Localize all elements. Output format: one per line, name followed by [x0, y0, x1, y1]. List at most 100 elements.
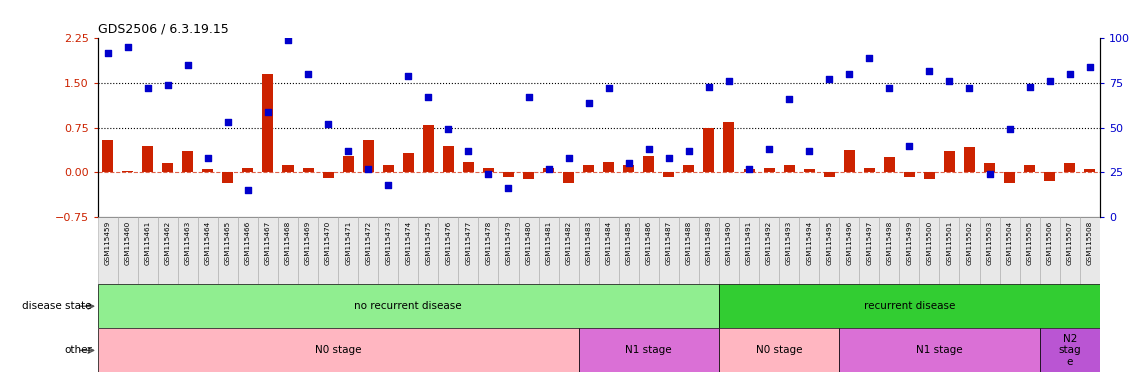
- Text: GSM115504: GSM115504: [1007, 220, 1013, 265]
- Text: GSM115477: GSM115477: [465, 220, 472, 265]
- FancyBboxPatch shape: [1000, 217, 1019, 284]
- Point: [700, 84, 719, 90]
- Text: recurrent disease: recurrent disease: [863, 301, 955, 311]
- FancyBboxPatch shape: [1080, 217, 1100, 284]
- Text: disease state: disease state: [22, 301, 92, 311]
- Bar: [98, 328, 579, 372]
- FancyBboxPatch shape: [820, 217, 839, 284]
- Bar: [183, 152, 193, 172]
- Text: GSM115480: GSM115480: [526, 220, 532, 265]
- Point: [379, 182, 397, 188]
- Bar: [784, 165, 794, 172]
- FancyBboxPatch shape: [759, 217, 779, 284]
- FancyBboxPatch shape: [659, 217, 678, 284]
- FancyBboxPatch shape: [619, 217, 638, 284]
- Point: [158, 82, 177, 88]
- FancyBboxPatch shape: [1019, 217, 1040, 284]
- Bar: [282, 165, 294, 172]
- Text: GSM115498: GSM115498: [886, 220, 892, 265]
- Text: GDS2506 / 6.3.19.15: GDS2506 / 6.3.19.15: [98, 23, 228, 36]
- Point: [840, 71, 859, 77]
- Point: [1040, 78, 1058, 84]
- Bar: [523, 172, 534, 179]
- Bar: [944, 152, 955, 172]
- Bar: [984, 164, 995, 172]
- Text: GSM115476: GSM115476: [445, 220, 451, 265]
- FancyBboxPatch shape: [638, 217, 659, 284]
- Text: GSM115481: GSM115481: [545, 220, 551, 265]
- FancyBboxPatch shape: [398, 217, 418, 284]
- Text: GSM115467: GSM115467: [265, 220, 271, 265]
- Point: [980, 171, 999, 177]
- Bar: [723, 122, 735, 172]
- Bar: [579, 328, 719, 372]
- Text: no recurrent disease: no recurrent disease: [355, 301, 463, 311]
- Text: GSM115483: GSM115483: [585, 220, 591, 265]
- Text: GSM115489: GSM115489: [706, 220, 712, 265]
- Text: GSM115470: GSM115470: [325, 220, 331, 265]
- FancyBboxPatch shape: [458, 217, 479, 284]
- Bar: [303, 167, 313, 172]
- Bar: [323, 172, 334, 178]
- Text: GSM115499: GSM115499: [907, 220, 913, 265]
- FancyBboxPatch shape: [579, 217, 599, 284]
- Bar: [863, 167, 875, 172]
- FancyBboxPatch shape: [979, 217, 1000, 284]
- FancyBboxPatch shape: [117, 217, 138, 284]
- Bar: [483, 167, 494, 172]
- Text: GSM115478: GSM115478: [486, 220, 491, 265]
- Text: GSM115507: GSM115507: [1066, 220, 1072, 265]
- Point: [339, 148, 357, 154]
- Point: [359, 166, 378, 172]
- FancyBboxPatch shape: [339, 217, 358, 284]
- Text: GSM115479: GSM115479: [505, 220, 512, 265]
- Bar: [603, 162, 614, 172]
- Point: [760, 146, 778, 152]
- FancyBboxPatch shape: [899, 217, 920, 284]
- Text: GSM115461: GSM115461: [145, 220, 150, 265]
- Bar: [884, 157, 894, 172]
- Point: [860, 55, 878, 61]
- Text: GSM115500: GSM115500: [926, 220, 932, 265]
- Text: GSM115493: GSM115493: [786, 220, 792, 265]
- Text: GSM115502: GSM115502: [967, 220, 972, 265]
- Text: GSM115472: GSM115472: [365, 220, 371, 265]
- Text: GSM115501: GSM115501: [946, 220, 953, 265]
- Point: [580, 99, 598, 106]
- Point: [779, 96, 798, 102]
- Bar: [719, 284, 1100, 328]
- Text: GSM115497: GSM115497: [867, 220, 872, 265]
- Text: other: other: [64, 345, 92, 356]
- Bar: [1084, 169, 1095, 172]
- FancyBboxPatch shape: [519, 217, 538, 284]
- Point: [720, 78, 738, 84]
- FancyBboxPatch shape: [439, 217, 458, 284]
- Bar: [763, 167, 775, 172]
- FancyBboxPatch shape: [98, 217, 117, 284]
- FancyBboxPatch shape: [799, 217, 820, 284]
- Bar: [623, 165, 634, 172]
- Point: [199, 155, 217, 161]
- Point: [559, 155, 577, 161]
- FancyBboxPatch shape: [960, 217, 979, 284]
- Point: [900, 142, 918, 149]
- Bar: [98, 284, 719, 328]
- Point: [239, 187, 257, 193]
- Bar: [202, 169, 214, 172]
- Bar: [1040, 328, 1100, 372]
- Text: GSM115491: GSM115491: [746, 220, 752, 265]
- FancyBboxPatch shape: [258, 217, 278, 284]
- Point: [639, 146, 658, 152]
- Text: GSM115486: GSM115486: [646, 220, 652, 265]
- Point: [940, 78, 959, 84]
- FancyBboxPatch shape: [138, 217, 157, 284]
- Bar: [583, 165, 595, 172]
- FancyBboxPatch shape: [157, 217, 178, 284]
- Point: [419, 94, 437, 100]
- Point: [1000, 126, 1018, 132]
- Text: GSM115503: GSM115503: [986, 220, 993, 265]
- Text: GSM115463: GSM115463: [185, 220, 191, 265]
- Bar: [1064, 164, 1076, 172]
- Text: N0 stage: N0 stage: [755, 345, 802, 356]
- Point: [499, 185, 518, 192]
